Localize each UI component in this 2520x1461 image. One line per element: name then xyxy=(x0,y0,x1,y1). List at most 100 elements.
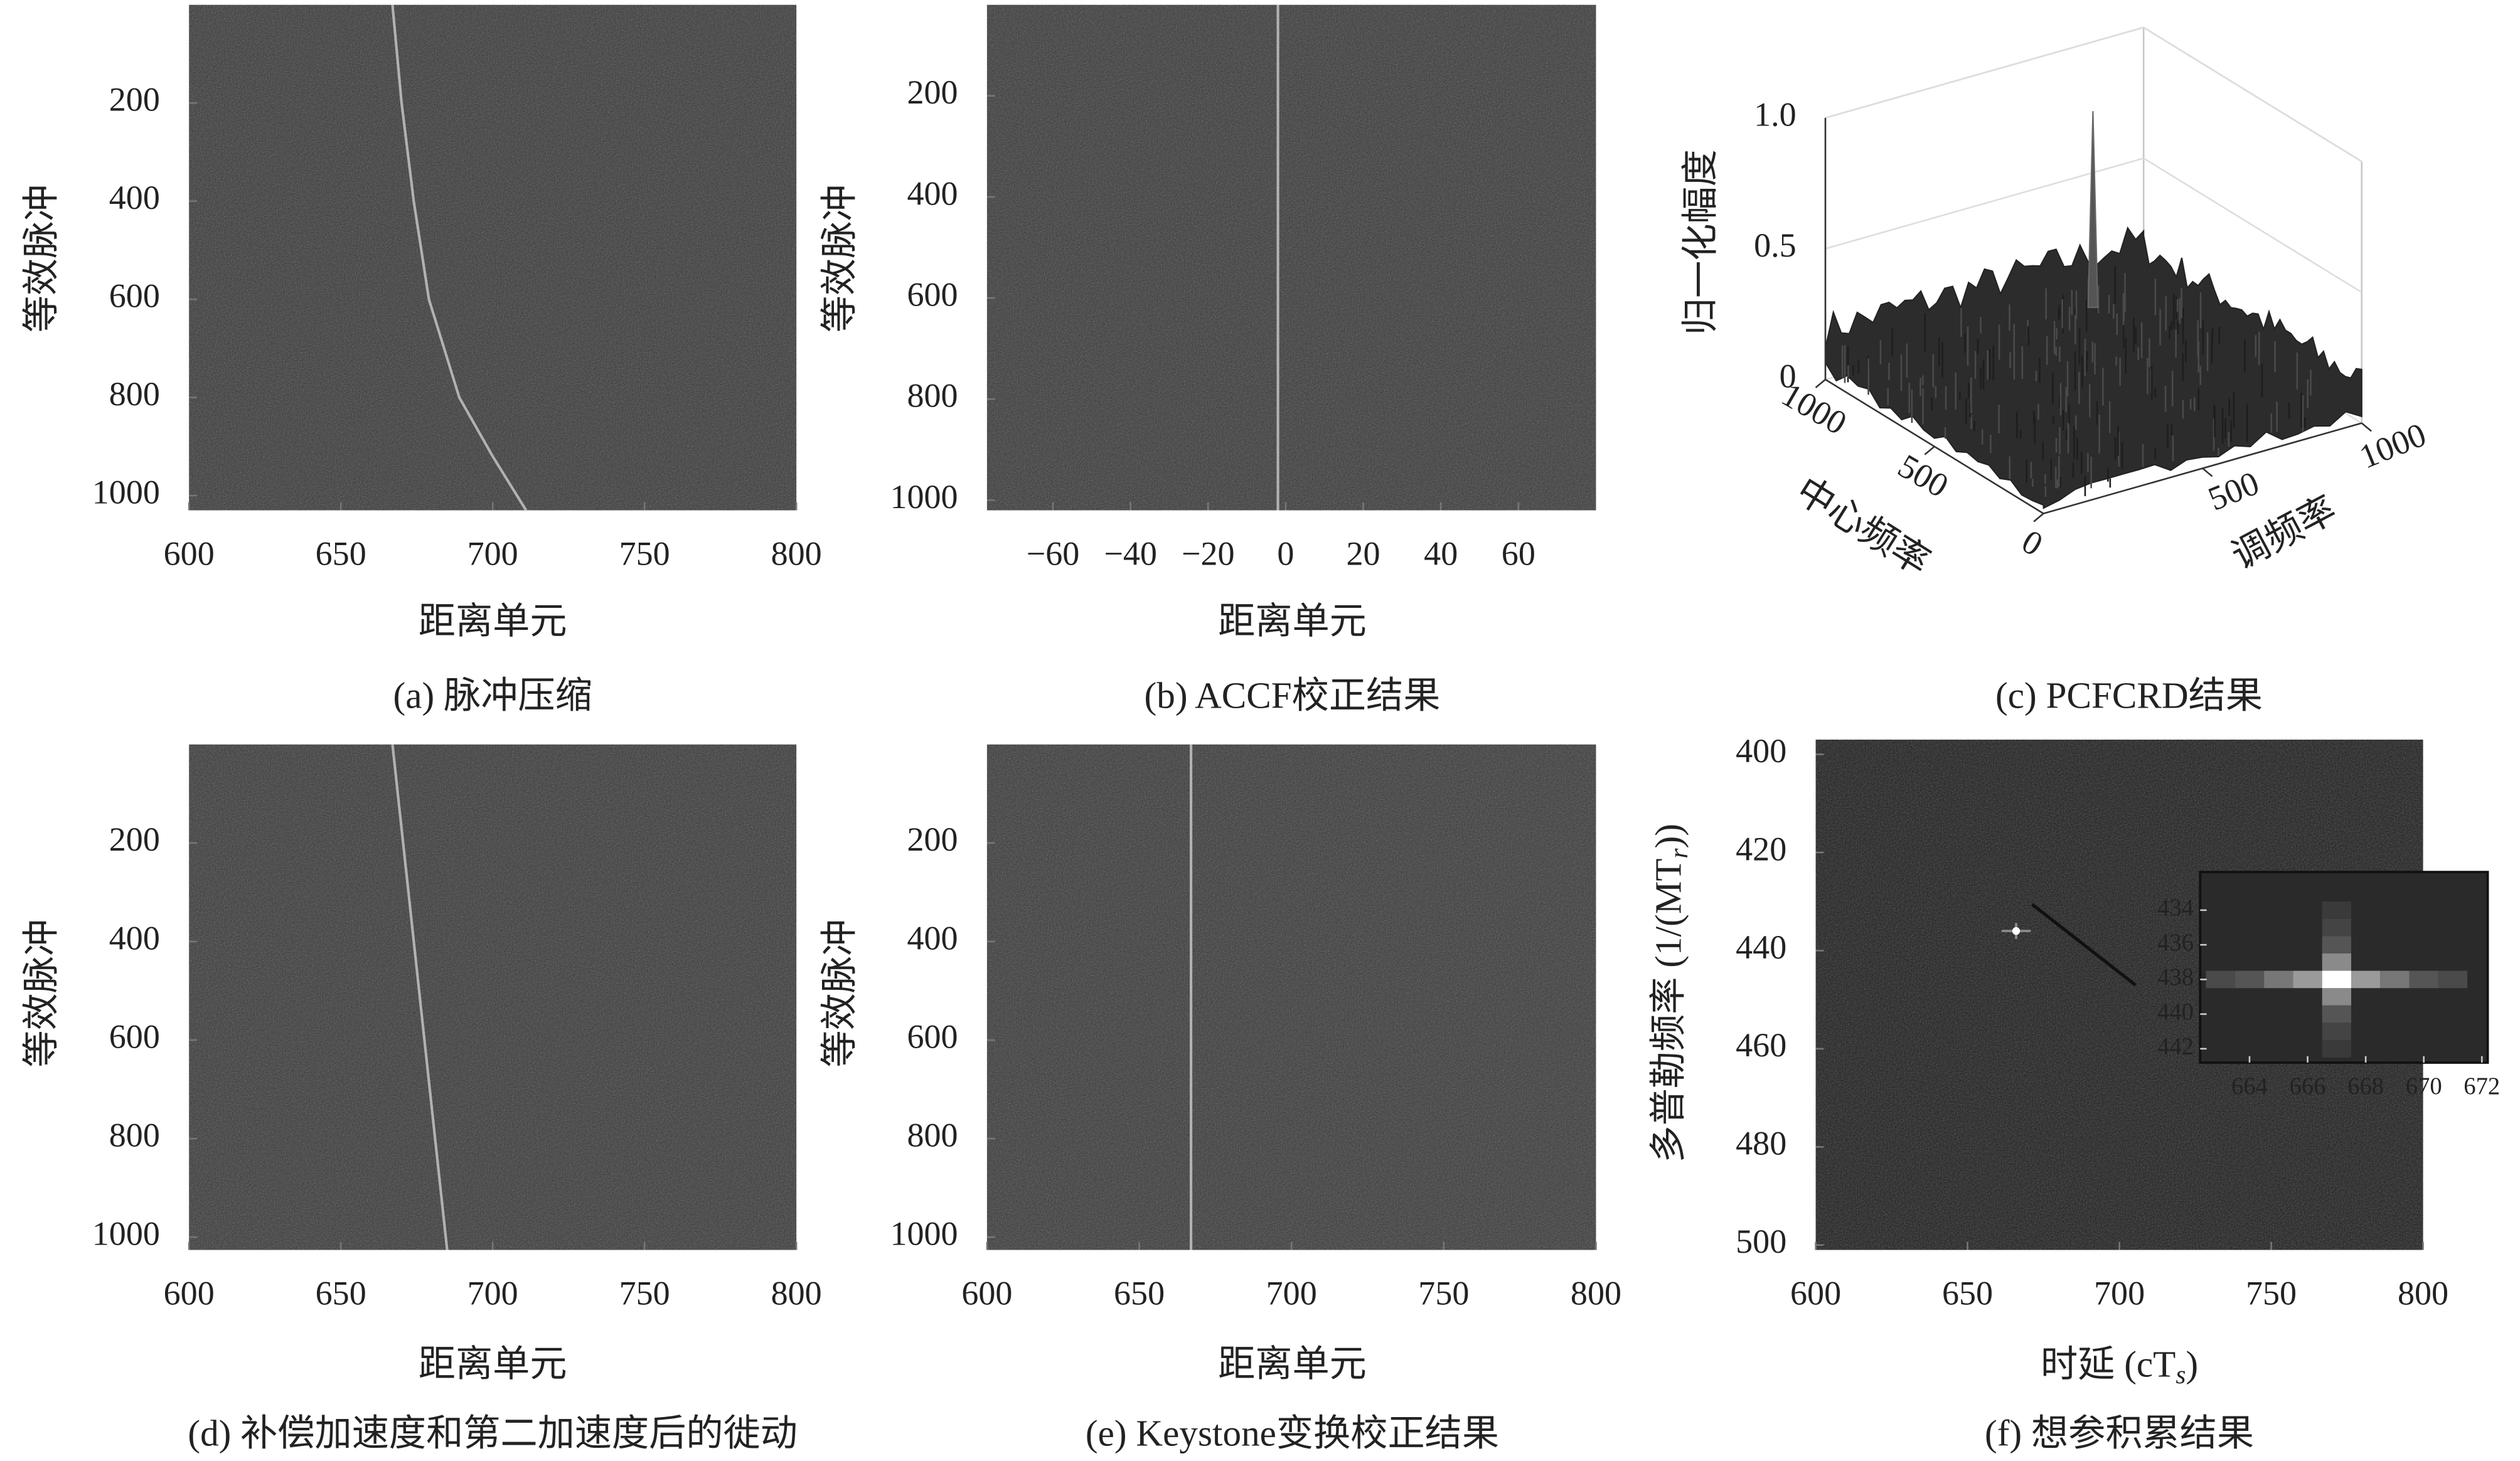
z-tick-label: 0.5 xyxy=(1754,226,1797,264)
track-line xyxy=(391,744,449,1250)
x-tick xyxy=(2033,513,2044,523)
inset-x-tick-label: 664 xyxy=(2231,1073,2268,1100)
axis-label-sub: s xyxy=(2176,1360,2186,1389)
z-tick-label: 0 xyxy=(1780,357,1797,395)
caption: (e) Keystone变换校正结果 xyxy=(1086,1413,1499,1454)
x-tick-label: 750 xyxy=(619,1275,670,1312)
x-tick-label: 20 xyxy=(1347,535,1380,573)
axis-label: 距离单元 xyxy=(1218,600,1367,642)
heatmap-noise xyxy=(189,744,797,1250)
x-tick-label: 600 xyxy=(961,1275,1012,1312)
x-tick xyxy=(1924,445,1935,455)
y-tick-label: 1000 xyxy=(2354,415,2432,475)
inset-pixel xyxy=(2322,1005,2351,1023)
axis-label-tail: ) xyxy=(2186,1343,2198,1384)
y-tick-label: 800 xyxy=(109,1116,160,1154)
inset-y-tick-label: 438 xyxy=(2157,964,2194,991)
axis-label: 等效脉冲 xyxy=(818,184,860,333)
y-tick xyxy=(2361,422,2372,432)
axis-label: 距离单元 xyxy=(419,600,567,642)
axis-label: 距离单元 xyxy=(419,1343,567,1384)
peak xyxy=(2012,927,2021,935)
inset-x-tick-label: 668 xyxy=(2347,1073,2384,1100)
y-tick-label: 1000 xyxy=(890,478,958,516)
x-tick-label: 60 xyxy=(1502,535,1535,573)
inset-y-tick-label: 440 xyxy=(2157,999,2194,1025)
inset-connector xyxy=(2031,903,2137,987)
inset-pixel xyxy=(2322,1023,2351,1041)
y-tick-label: 800 xyxy=(109,375,160,413)
axis-label: 等效脉冲 xyxy=(21,919,62,1068)
caption: (c) PCFCRD结果 xyxy=(1995,674,2263,716)
x-tick-label: 750 xyxy=(2246,1275,2297,1312)
y-tick-label: 800 xyxy=(907,1116,958,1154)
y-tick-label: 200 xyxy=(109,81,160,119)
heatmap-noise xyxy=(189,4,797,511)
x-tick-label: 800 xyxy=(771,1275,822,1312)
inset-pixel xyxy=(2322,1040,2351,1058)
inset-pixel xyxy=(2264,970,2293,989)
inset-pixel xyxy=(2293,970,2322,989)
x-tick-label: 650 xyxy=(316,535,366,573)
inset-pixel xyxy=(2409,970,2438,989)
x-tick-label: 0 xyxy=(2015,523,2049,563)
z-axis-label: 归一化幅度 xyxy=(1680,149,1721,335)
x-tick-label: −20 xyxy=(1182,535,1235,573)
y-tick-label: 400 xyxy=(109,179,160,216)
inset-pixel xyxy=(2322,936,2351,954)
x-tick-label: 600 xyxy=(1790,1275,1841,1312)
heatmap-noise xyxy=(986,744,1596,1250)
axis-label-text: 多普勒频率 (1/(MT xyxy=(1647,858,1689,1162)
y-tick-label: 600 xyxy=(907,1017,958,1055)
x-tick-label: −60 xyxy=(1027,535,1080,573)
axis-label: 时延 (cTs) xyxy=(2041,1343,2198,1389)
y-tick-label: 200 xyxy=(109,821,160,858)
axis-label-sub: r xyxy=(1664,847,1693,858)
y-tick-label: 600 xyxy=(109,1017,160,1055)
grid-line xyxy=(1825,157,2144,250)
inset-x-tick-label: 670 xyxy=(2406,1073,2442,1100)
x-tick-label: 40 xyxy=(1424,535,1458,573)
inset-y-tick-label: 442 xyxy=(2157,1034,2194,1060)
x-tick-label: 700 xyxy=(1266,1275,1317,1312)
inset-pixel xyxy=(2234,970,2265,989)
y-tick-label: 1000 xyxy=(890,1215,958,1253)
x-tick-label: 800 xyxy=(2398,1275,2448,1312)
y-tick-label: 800 xyxy=(907,377,958,415)
peak xyxy=(2087,111,2099,308)
y-tick-label: 440 xyxy=(1736,928,1786,966)
inset-pixel xyxy=(2438,970,2468,989)
y-tick-label: 500 xyxy=(1736,1223,1786,1260)
x-tick-label: 700 xyxy=(467,535,518,573)
y-tick-label: 460 xyxy=(1736,1026,1786,1064)
x-tick-label: 650 xyxy=(316,1275,366,1312)
x-tick-label: −40 xyxy=(1104,535,1157,573)
axis-label: 多普勒频率 (1/(MTr)) xyxy=(1647,824,1693,1162)
y-tick-label: 200 xyxy=(907,73,958,111)
y-tick-label: 200 xyxy=(907,821,958,858)
x-tick-label: 650 xyxy=(1114,1275,1165,1312)
x-tick-label: 600 xyxy=(164,535,215,573)
axis-label: 等效脉冲 xyxy=(818,919,860,1068)
y-tick-label: 400 xyxy=(907,174,958,212)
caption: (a) 脉冲压缩 xyxy=(393,674,592,716)
y-tick-label: 500 xyxy=(2203,464,2265,518)
y-tick-label: 1000 xyxy=(92,1215,160,1253)
caption: (d) 补偿加速度和第二加速度后的徙动 xyxy=(188,1413,798,1454)
y-tick-label: 600 xyxy=(109,277,160,315)
surface xyxy=(1824,226,2362,509)
inset-pixel xyxy=(2322,953,2351,971)
x-tick-label: 500 xyxy=(1892,447,1955,505)
inset-pixel xyxy=(2351,970,2381,989)
y-tick-label: 420 xyxy=(1736,830,1786,868)
x-tick-label: 650 xyxy=(1942,1275,1993,1312)
x-tick-label: 750 xyxy=(1418,1275,1469,1312)
inset-x-tick-label: 666 xyxy=(2290,1073,2326,1100)
axis-label-text: 时延 (cT xyxy=(2041,1343,2176,1384)
y-tick-label: 400 xyxy=(907,919,958,957)
inset-pixel xyxy=(2380,970,2410,989)
caption: (f) 想参积累结果 xyxy=(1985,1413,2254,1454)
x-tick-label: 700 xyxy=(2094,1275,2145,1312)
